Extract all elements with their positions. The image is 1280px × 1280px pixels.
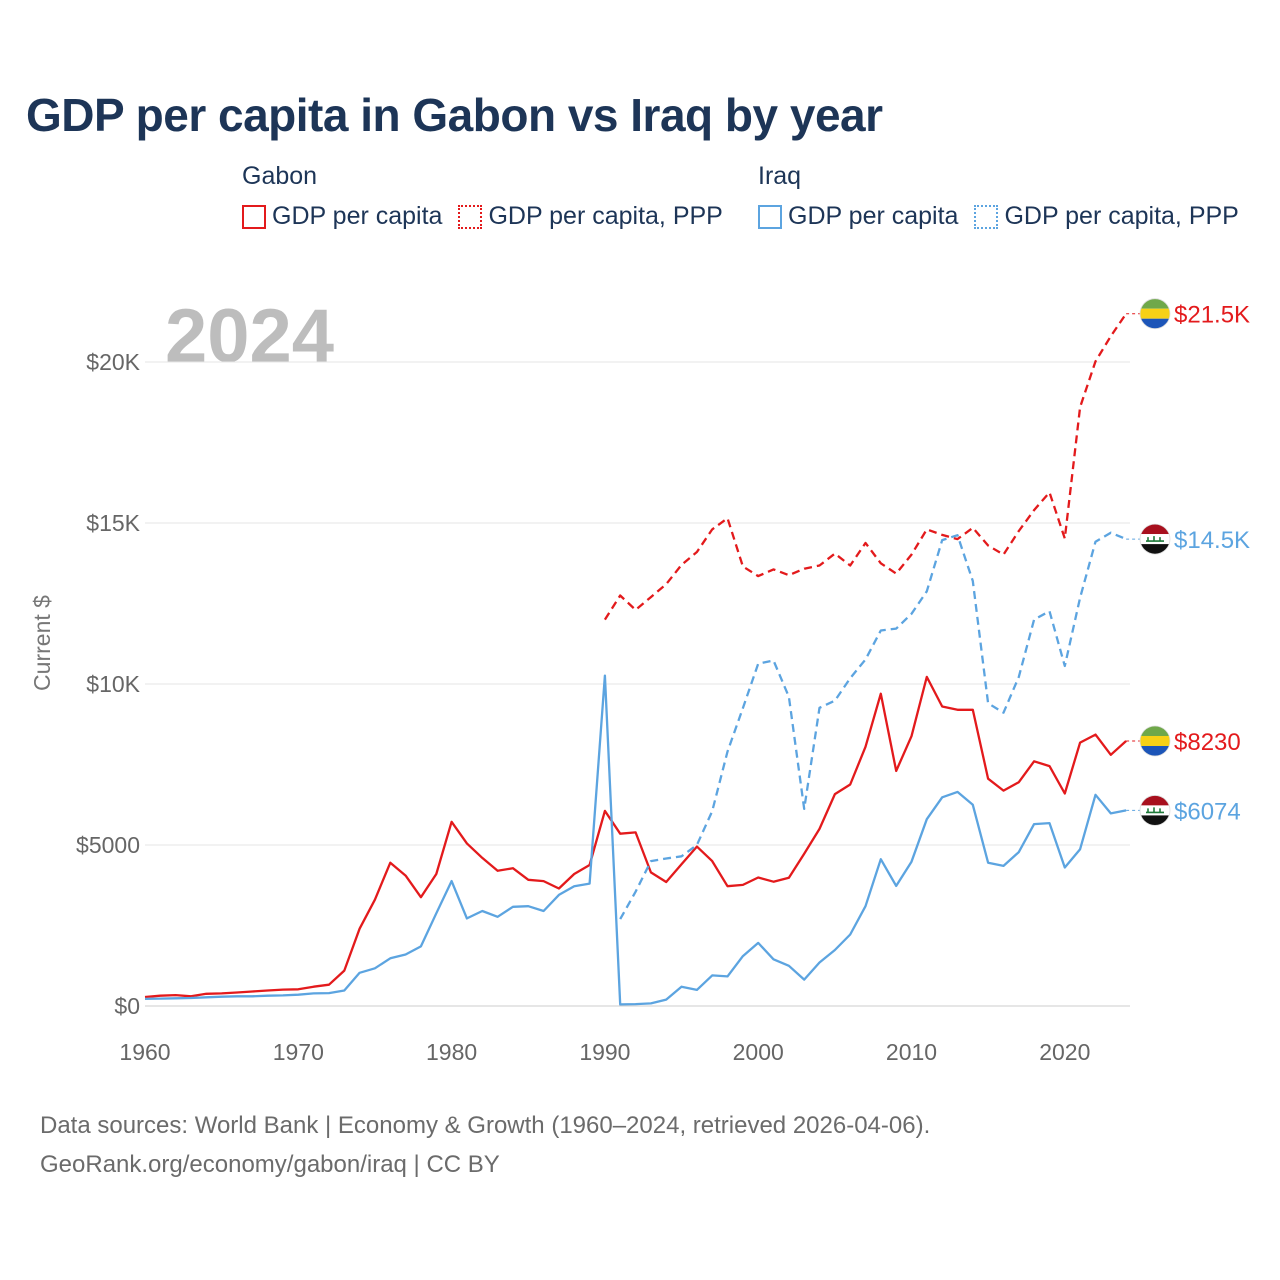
series-line-gabon-gdp-per-capita-ppp [603, 313, 1128, 621]
y-tick-label: $10K [86, 671, 140, 697]
end-value-label: $14.5K [1174, 527, 1250, 554]
end-value-label: $8230 [1174, 729, 1241, 756]
series-line-iraq-gdp-per-capita [144, 674, 1127, 1006]
legend-item-iraq-gdp[interactable]: GDP per capita [758, 202, 958, 231]
legend-swatch-solid [758, 204, 782, 229]
legend-label: GDP per capita [272, 202, 443, 230]
legend-group-iraq: Iraq GDP per capita GDP per capita, PPP [758, 162, 1255, 231]
legend-swatch-dotted [458, 204, 483, 229]
iraq-flag-icon [1140, 524, 1170, 555]
x-tick-label: 2000 [733, 1039, 784, 1065]
data-source-note: Data sources: World Bank | Economy & Gro… [40, 1112, 931, 1139]
x-tick-label: 2010 [886, 1039, 937, 1065]
legend-label: GDP per capita, PPP [1004, 202, 1239, 230]
iraq-flag-icon [1140, 795, 1170, 826]
series-line-iraq-gdp-per-capita-ppp [619, 531, 1127, 920]
gabon-flag-icon [1140, 725, 1170, 756]
gabon-flag-icon [1140, 298, 1170, 329]
end-value-label: $6074 [1174, 798, 1241, 825]
y-tick-label: $20K [86, 349, 140, 375]
x-tick-label: 1960 [119, 1039, 170, 1065]
legend-group-title: Gabon [242, 162, 318, 190]
legend-item-iraq-gdp-ppp[interactable]: GDP per capita, PPP [974, 202, 1239, 231]
legend-group-title: Iraq [758, 162, 802, 190]
legend-group-gabon: Gabon GDP per capita GDP per capita, PPP [242, 162, 739, 231]
x-tick-label: 2020 [1039, 1039, 1090, 1065]
x-axis-ticks: 1960 1970 1980 1990 2000 2010 2020 [119, 1039, 1090, 1065]
y-axis-ticks: $0 $5000 $10K $15K $20K [76, 349, 141, 1019]
legend-label: GDP per capita [788, 202, 959, 230]
legend-swatch-dotted [974, 204, 999, 229]
legend-item-gabon-gdp-ppp[interactable]: GDP per capita, PPP [458, 202, 723, 231]
series-line-gabon-gdp-per-capita [144, 675, 1127, 999]
attribution-link[interactable]: GeoRank.org/economy/gabon/iraq | CC BY [40, 1151, 500, 1178]
legend-swatch-solid [242, 204, 266, 229]
end-value-label: $21.5K [1174, 302, 1250, 329]
end-labels: $8230 $21.5K $6074 $14.5K [1126, 298, 1250, 826]
y-axis-title: Current $ [29, 595, 55, 691]
gridlines [145, 361, 1130, 1007]
x-tick-label: 1980 [426, 1039, 477, 1065]
year-watermark: 2024 [165, 294, 334, 379]
legend-item-gabon-gdp[interactable]: GDP per capita [242, 202, 442, 231]
y-tick-label: $15K [86, 510, 140, 536]
y-tick-label: $5000 [76, 832, 140, 858]
y-tick-label: $0 [114, 993, 140, 1019]
footer: Data sources: World Bank | Economy & Gro… [40, 1106, 930, 1184]
chart-title: GDP per capita in Gabon vs Iraq by year [26, 89, 883, 141]
x-tick-label: 1990 [579, 1039, 630, 1065]
x-tick-label: 1970 [273, 1039, 324, 1065]
series-lines [144, 313, 1128, 1006]
legend-label: GDP per capita, PPP [488, 202, 723, 230]
